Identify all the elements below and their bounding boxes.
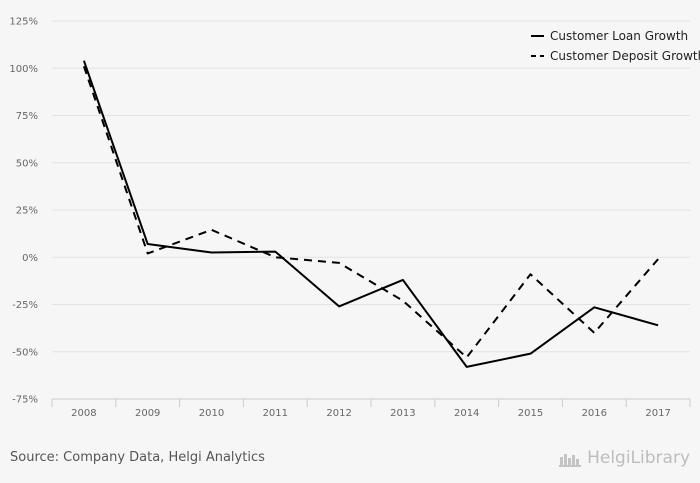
x-tick-label: 2012 (326, 408, 351, 419)
y-tick-label: 125% (9, 17, 38, 28)
x-tick-label: 2013 (390, 408, 415, 419)
brand-logo: HelgiLibrary (559, 448, 690, 468)
source-note: Source: Company Data, Helgi Analytics (10, 450, 265, 465)
y-axis-tick-labels: 125% 100% 75% 50% 25% 0% -25% -50% -75% (9, 17, 38, 406)
library-icon (559, 454, 582, 467)
x-tick-label: 2017 (645, 408, 670, 419)
legend-label-loan: Customer Loan Growth (550, 29, 688, 43)
y-tick-label: 75% (16, 111, 38, 122)
x-tick-label: 2011 (263, 408, 288, 419)
x-tick-label: 2009 (135, 408, 160, 419)
y-tick-label: 0% (22, 253, 38, 264)
series-lines (82, 60, 659, 368)
x-tick-label: 2008 (71, 408, 96, 419)
series-line-deposit-growth (82, 66, 659, 359)
y-tick-label: -25% (12, 300, 38, 311)
x-tick-label: 2010 (199, 408, 224, 419)
legend: Customer Loan Growth Customer Deposit Gr… (531, 29, 700, 63)
x-tick-label: 2015 (518, 408, 543, 419)
series-line-loan-growth (82, 60, 659, 368)
legend-label-deposit: Customer Deposit Growth (550, 49, 700, 63)
y-tick-label: 25% (16, 206, 38, 217)
x-tick-label: 2016 (582, 408, 607, 419)
y-tick-label: 50% (16, 158, 38, 169)
y-tick-label: -50% (12, 347, 38, 358)
y-tick-label: -75% (12, 395, 38, 406)
x-axis: 2008 2009 2010 2011 2012 2013 2014 2015 2016 2017 (51, 398, 691, 419)
brand-name: HelgiLibrary (587, 448, 690, 468)
x-tick-label: 2014 (454, 408, 479, 419)
line-chart: 125% 100% 75% 50% 25% 0% -25% -50% -75% 2008 2009… (9, 17, 700, 420)
grid-lines (52, 20, 690, 400)
y-tick-label: 100% (9, 64, 38, 75)
